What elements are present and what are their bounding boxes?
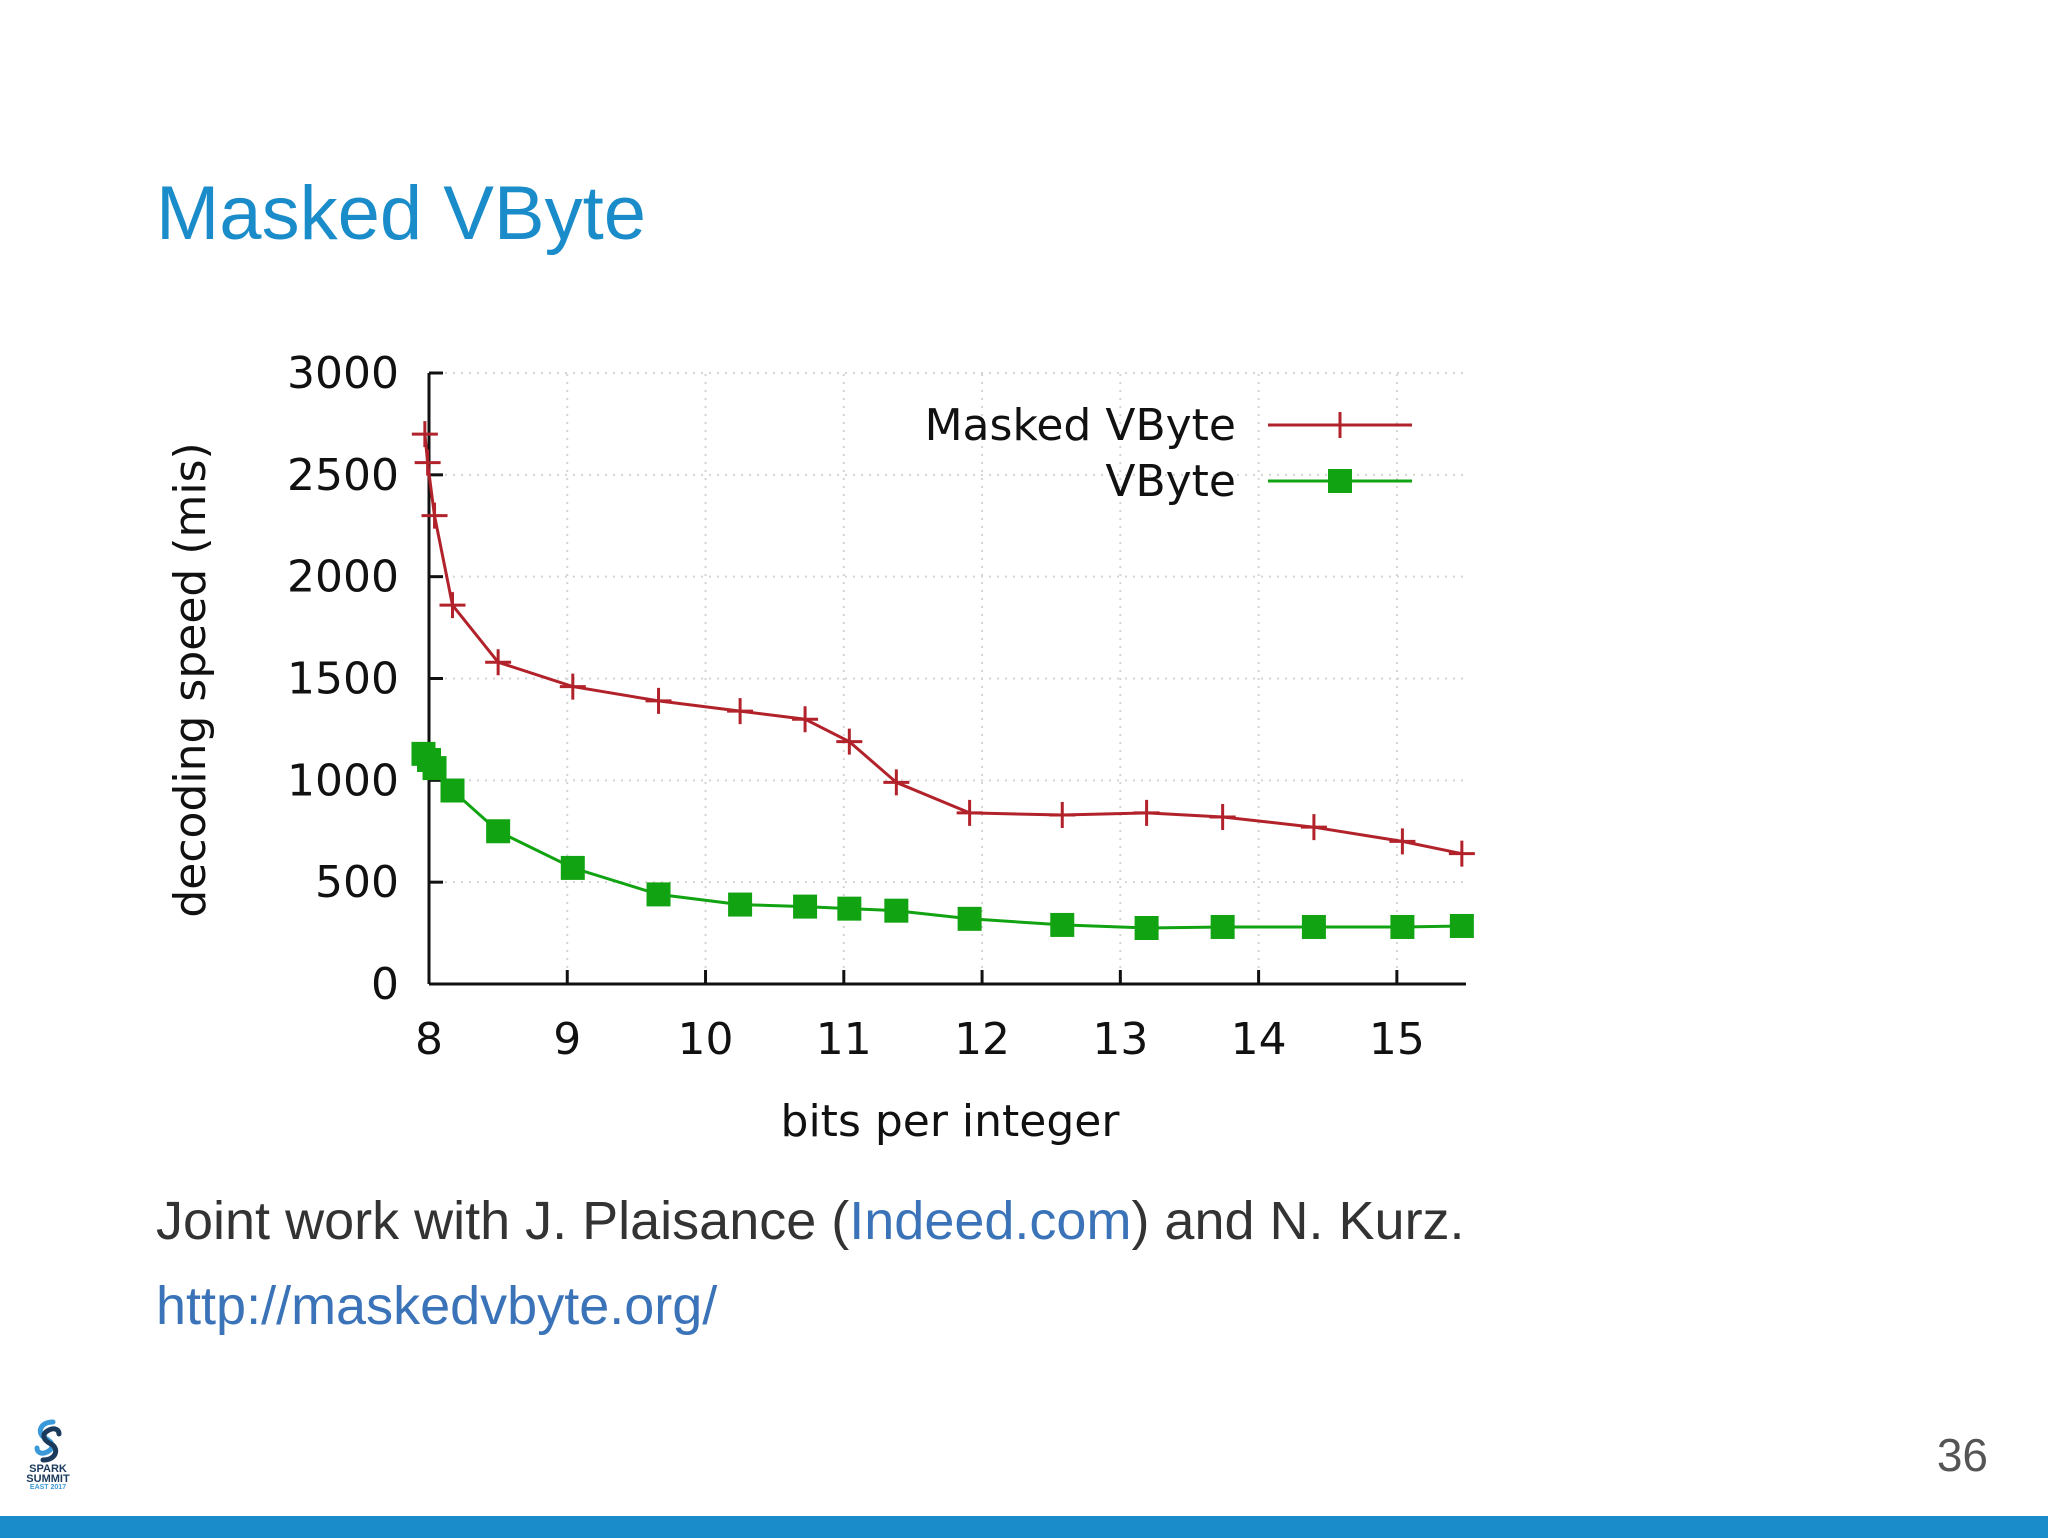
data-point-masked-vbyte: [414, 449, 441, 476]
data-point-vbyte: [1210, 914, 1235, 939]
data-point-vbyte: [486, 819, 511, 844]
spark-swirl-icon: [34, 1419, 62, 1463]
x-tick-label: 8: [415, 1014, 443, 1065]
indeed-link[interactable]: Indeed.com: [849, 1191, 1132, 1251]
series-vbyte: [411, 741, 1474, 940]
data-point-vbyte: [1390, 914, 1415, 939]
data-point-vbyte: [728, 892, 753, 917]
data-point-masked-vbyte: [836, 728, 863, 755]
data-point-masked-vbyte: [1389, 828, 1416, 855]
x-tick-label: 9: [553, 1014, 581, 1065]
data-point-vbyte: [646, 882, 671, 907]
data-point-vbyte: [884, 898, 909, 923]
data-point-masked-vbyte: [727, 698, 754, 725]
data-point-vbyte: [837, 896, 862, 921]
data-point-masked-vbyte: [485, 649, 512, 676]
x-tick-label: 15: [1369, 1014, 1425, 1065]
logo-text-event: EAST 2017: [29, 1484, 67, 1491]
y-tick-label: 1500: [287, 654, 399, 705]
data-point-masked-vbyte: [645, 687, 672, 714]
legend-marker-vbyte: [1328, 469, 1352, 493]
slide-title: Masked VByte: [156, 171, 646, 256]
legend-marker-masked-vbyte: [1327, 412, 1353, 438]
spark-summit-logo: SPARK SUMMIT EAST 2017: [16, 1418, 80, 1508]
data-point-masked-vbyte: [1448, 840, 1475, 867]
x-tick-label: 10: [678, 1014, 734, 1065]
series-masked-vbyte: [411, 421, 1475, 867]
data-point-masked-vbyte: [439, 592, 466, 619]
data-point-vbyte: [1301, 914, 1326, 939]
y-tick-label: 3000: [287, 348, 399, 399]
x-tick-label: 14: [1231, 1014, 1287, 1065]
data-point-vbyte: [440, 778, 465, 803]
y-tick-label: 2500: [287, 450, 399, 501]
credit-line: Joint work with J. Plaisance (Indeed.com…: [156, 1190, 1465, 1252]
data-point-masked-vbyte: [883, 769, 910, 796]
y-tick-label: 1000: [287, 755, 399, 806]
credit-prefix: Joint work with J. Plaisance (: [156, 1191, 850, 1251]
chart: 8 9 10 11 12 13 14 15 0 500 1000 1500 2000 2500 3000 b…: [165, 348, 1475, 1147]
maskedvbyte-link[interactable]: http://maskedvbyte.org/: [156, 1276, 718, 1336]
data-point-masked-vbyte: [1209, 803, 1236, 830]
x-axis-label: bits per integer: [781, 1096, 1121, 1147]
url-line: http://maskedvbyte.org/: [156, 1275, 717, 1337]
y-tick-label: 500: [315, 857, 399, 908]
data-point-masked-vbyte: [421, 502, 448, 529]
x-tick-label: 13: [1092, 1014, 1148, 1065]
data-point-masked-vbyte: [1133, 799, 1160, 826]
data-point-vbyte: [957, 906, 982, 931]
page-number: 36: [1936, 1429, 1988, 1481]
credit-suffix: ) and N. Kurz.: [1131, 1191, 1465, 1251]
chart-grid: [429, 372, 1466, 984]
data-point-masked-vbyte: [1300, 814, 1327, 841]
legend-label-masked-vbyte: Masked VByte: [925, 400, 1236, 451]
series-line-masked-vbyte: [423, 433, 1463, 856]
data-point-masked-vbyte: [956, 799, 983, 826]
data-point-masked-vbyte: [559, 673, 586, 700]
chart-ticks: 8 9 10 11 12 13 14 15 0 500 1000 1500 2000 2500 3000: [287, 348, 1425, 1065]
logo-text-summit: SUMMIT: [26, 1473, 70, 1485]
bottom-accent-bar: [0, 1516, 2048, 1538]
y-axis-label: decoding speed (mis): [165, 442, 216, 917]
data-point-masked-vbyte: [1049, 801, 1076, 828]
data-point-vbyte: [1449, 913, 1474, 938]
data-point-masked-vbyte: [792, 706, 819, 733]
chart-legend: Masked VByte VByte: [925, 400, 1412, 507]
y-tick-label: 2000: [287, 552, 399, 603]
data-point-masked-vbyte: [411, 421, 438, 448]
data-point-vbyte: [422, 756, 447, 781]
data-point-vbyte: [1050, 912, 1075, 937]
y-tick-label: 0: [371, 959, 399, 1010]
data-point-vbyte: [793, 894, 818, 919]
x-tick-label: 11: [816, 1014, 872, 1065]
data-point-vbyte: [1134, 915, 1159, 940]
x-tick-label: 12: [954, 1014, 1010, 1065]
logo-text-spark: SPARK: [29, 1463, 67, 1475]
data-point-vbyte: [560, 855, 585, 880]
legend-label-vbyte: VByte: [1105, 456, 1236, 507]
chart-series: [411, 421, 1475, 940]
